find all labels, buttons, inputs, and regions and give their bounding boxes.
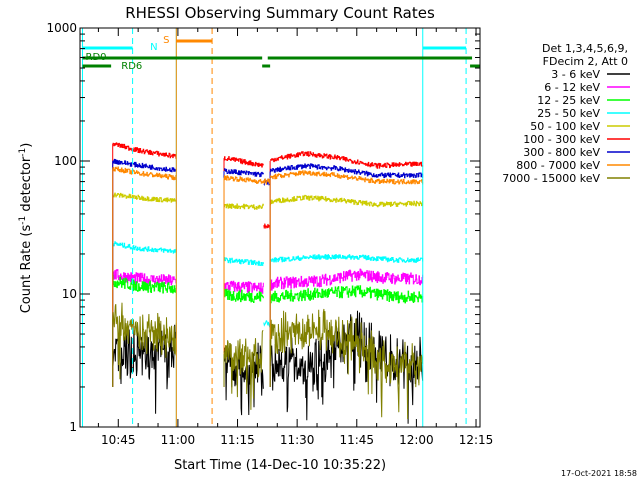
plot-frame [79, 27, 481, 428]
legend-entry-label: 25 - 50 keV [537, 107, 600, 120]
series-line [270, 194, 424, 208]
marker-layer: NS RD0 RD6 [82, 28, 480, 427]
legend-entry-label: 12 - 25 keV [537, 94, 600, 107]
x-tick-label: 12:00 [399, 433, 434, 447]
series-layer [112, 142, 424, 424]
x-tick-label: 10:45 [101, 433, 136, 447]
legend-entry-label: 800 - 7000 keV [516, 159, 600, 172]
x-tick-label: 11:15 [220, 433, 255, 447]
y-axis-label-mid: detector [19, 156, 34, 216]
y-axis-label-prefix: Count Rate (s [19, 225, 34, 314]
series-line [270, 285, 424, 304]
series-line [112, 241, 177, 254]
series-line [270, 163, 424, 179]
y-axis-label-suffix: ) [19, 143, 34, 148]
y-axis-label: Count Rate (s-1 detector-1) [18, 143, 34, 314]
legend-entry-label: 6 - 12 keV [544, 81, 600, 94]
series-line [223, 342, 264, 416]
x-tick-label: 11:45 [339, 433, 374, 447]
series-line [112, 166, 177, 181]
series-line [269, 308, 424, 420]
series-line [224, 257, 264, 266]
legend-entry-label: 50 - 100 keV [530, 120, 600, 133]
legend-entry-label: 100 - 300 keV [523, 133, 600, 146]
series-dip [263, 320, 271, 328]
series-line [224, 174, 264, 184]
series-line [223, 329, 264, 410]
series-line [270, 254, 424, 263]
y-tick-label: 1 [69, 420, 77, 434]
legend-entry-label: 300 - 800 keV [523, 146, 600, 159]
series-dip [263, 178, 271, 185]
legend-header-line-1: Det 1,3,4,5,6,9, [542, 42, 628, 55]
flag-annotation: RD0 [86, 52, 107, 63]
legend-entry-label: 3 - 6 keV [551, 68, 600, 81]
series-line [224, 280, 264, 294]
series-line [224, 156, 264, 168]
axis-layer: 1 10 100 1000 10:45 11:00 11:15 11:30 11:45 12:00… [46, 21, 493, 447]
x-tick-label: 11:30 [280, 433, 315, 447]
series-line [270, 170, 424, 185]
footer-timestamp: 17-Oct-2021 18:58 [561, 469, 637, 478]
y-axis-label-sup1: -1 [18, 216, 28, 225]
series-line [112, 158, 177, 173]
legend-header-line-2: FDecim 2, Att 0 [543, 55, 628, 68]
flag-annotation: RD6 [121, 61, 142, 72]
series-line [112, 142, 177, 159]
series-line [270, 268, 424, 291]
flag-annotation: S [163, 35, 169, 46]
legend-entry-label: 7000 - 15000 keV [502, 172, 600, 185]
x-axis-label: Start Time (14-Dec-10 10:35:22) [174, 458, 386, 473]
series-line [112, 274, 177, 294]
x-tick-label: 11:00 [161, 433, 196, 447]
y-axis-label-sup2: -1 [18, 148, 28, 157]
x-tick-label: 12:15 [459, 433, 494, 447]
flag-annotation: N [150, 42, 157, 53]
series-line [112, 192, 177, 204]
chart-title: RHESSI Observing Summary Count Rates [125, 4, 435, 22]
legend: Det 1,3,4,5,6,9, FDecim 2, Att 0 3 - 6 k… [502, 42, 630, 185]
y-tick-label: 100 [54, 154, 77, 168]
series-line [112, 302, 177, 380]
series-line [224, 168, 264, 178]
y-tick-label: 10 [62, 287, 77, 301]
series-line [270, 151, 424, 169]
series-line [224, 203, 264, 210]
series-line [269, 310, 424, 424]
y-tick-label: 1000 [46, 21, 77, 35]
series-line [112, 269, 177, 286]
series-line [224, 288, 264, 303]
series-dip [263, 223, 271, 231]
